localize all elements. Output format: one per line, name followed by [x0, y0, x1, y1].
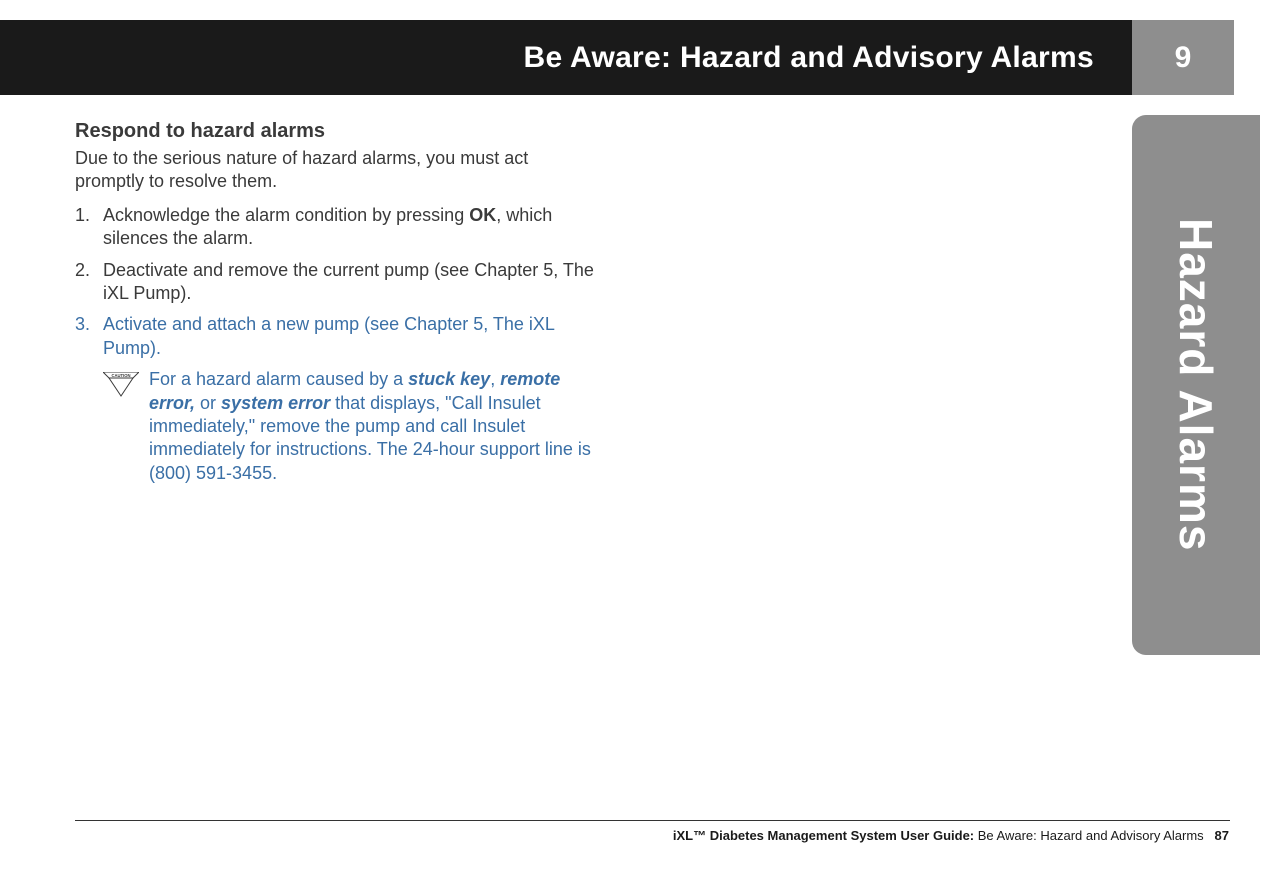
- step-number: 1.: [75, 204, 90, 227]
- step-2: 2. Deactivate and remove the current pum…: [75, 259, 595, 306]
- caution-icon-label: CAUTION: [111, 373, 130, 378]
- chapter-number-box: 9: [1132, 20, 1234, 95]
- caution-em1: stuck key: [408, 369, 490, 389]
- caution-text: For a hazard alarm caused by a stuck key…: [149, 368, 595, 485]
- caution-t3: or: [195, 393, 221, 413]
- step-1: 1. Acknowledge the alarm condition by pr…: [75, 204, 595, 251]
- intro-paragraph: Due to the serious nature of hazard alar…: [75, 147, 595, 194]
- step-text: Activate and attach a new pump (see Chap…: [103, 314, 554, 357]
- side-tab-label: Hazard Alarms: [1169, 218, 1223, 551]
- footer-page-number: 87: [1215, 828, 1229, 843]
- step-3: 3. Activate and attach a new pump (see C…: [75, 313, 595, 360]
- step-text-pre: Acknowledge the alarm condition by press…: [103, 205, 469, 225]
- caution-block: CAUTION For a hazard alarm caused by a s…: [75, 368, 595, 485]
- caution-t2: ,: [490, 369, 500, 389]
- footer-text: iXL™ Diabetes Management System User Gui…: [673, 828, 1229, 843]
- step-number: 2.: [75, 259, 90, 282]
- steps-list: 1. Acknowledge the alarm condition by pr…: [75, 204, 595, 360]
- footer-plain: Be Aware: Hazard and Advisory Alarms: [978, 828, 1204, 843]
- page-title: Be Aware: Hazard and Advisory Alarms: [524, 41, 1094, 75]
- footer-bold: iXL™ Diabetes Management System User Gui…: [673, 828, 978, 843]
- footer-divider: [75, 820, 1230, 821]
- caution-t1: For a hazard alarm caused by a: [149, 369, 408, 389]
- header-bar: Be Aware: Hazard and Advisory Alarms: [0, 20, 1132, 95]
- step-number: 3.: [75, 313, 90, 336]
- side-tab: Hazard Alarms: [1132, 115, 1260, 655]
- content-column: Respond to hazard alarms Due to the seri…: [75, 120, 595, 485]
- section-heading: Respond to hazard alarms: [75, 120, 595, 143]
- caution-em3: system error: [221, 393, 330, 413]
- step-text: Deactivate and remove the current pump (…: [103, 260, 594, 303]
- step-text-bold: OK: [469, 205, 496, 225]
- caution-icon: CAUTION: [103, 368, 139, 485]
- chapter-number: 9: [1175, 41, 1192, 75]
